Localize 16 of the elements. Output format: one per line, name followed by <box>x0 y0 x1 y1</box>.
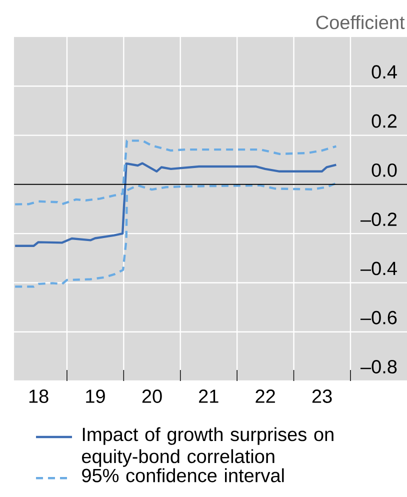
x-tick-label: 20 <box>142 390 162 403</box>
y-tick-label: 0.2 <box>372 114 397 128</box>
y-tick-label: 0.4 <box>372 65 397 79</box>
y-tick-label: –0.8 <box>360 360 397 374</box>
legend-label: 95% confidence interval <box>82 468 284 482</box>
y-axis-title: Coefficient <box>316 15 405 30</box>
x-tick-label: 22 <box>256 390 275 403</box>
y-tick-label: –0.6 <box>360 310 397 324</box>
y-tick-label: 0.0 <box>372 163 397 177</box>
y-tick-label: –0.2 <box>360 212 397 226</box>
y-tick-label: –0.4 <box>360 262 397 276</box>
x-tick-label: 19 <box>86 390 105 403</box>
x-tick-label: 23 <box>312 390 332 403</box>
x-tick-label: 18 <box>29 390 48 403</box>
x-tick-label: 21 <box>199 390 218 403</box>
legend-label: Impact of growth surprises on equity-bond correlation <box>82 427 334 467</box>
